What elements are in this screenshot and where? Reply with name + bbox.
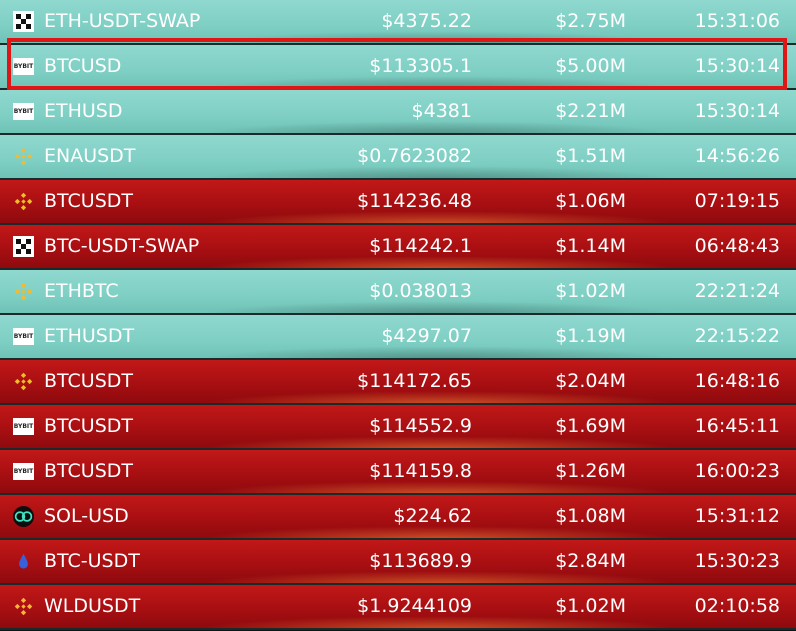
time-cell: 06:48:43: [694, 235, 780, 257]
symbol-cell: BTCUSDT: [44, 415, 133, 437]
volume-cell: $2.84M: [555, 550, 626, 572]
price-cell: $114236.48: [357, 190, 472, 212]
time-cell: 16:48:16: [694, 370, 780, 392]
price-cell: $114159.8: [369, 460, 472, 482]
binance-logo-icon: [13, 191, 34, 212]
binance-logo-icon: [13, 281, 34, 302]
table-row[interactable]: BTCUSDT $114172.65 $2.04M 16:48:16: [0, 360, 796, 405]
bybit-logo-icon: BYBIT: [13, 463, 34, 480]
symbol-cell: ETH-USDT-SWAP: [44, 10, 201, 32]
table-row[interactable]: WLDUSDT $1.9244109 $1.02M 02:10:58: [0, 585, 796, 630]
table-row[interactable]: BYBIT ETHUSDT $4297.07 $1.19M 22:15:22: [0, 315, 796, 360]
table-row[interactable]: BYBIT BTCUSDT $114159.8 $1.26M 16:00:23: [0, 450, 796, 495]
symbol-cell: WLDUSDT: [44, 595, 141, 617]
okx-logo-icon: [13, 11, 34, 32]
binance-logo-icon: [13, 146, 34, 167]
time-cell: 15:30:14: [694, 100, 780, 122]
time-cell: 15:31:12: [694, 505, 780, 527]
table-row[interactable]: BTC-USDT $113689.9 $2.84M 15:30:23: [0, 540, 796, 585]
price-cell: $1.9244109: [357, 595, 472, 617]
symbol-cell: BTCUSDT: [44, 190, 133, 212]
table-row[interactable]: BYBIT ETHUSD $4381 $2.21M 15:30:14: [0, 90, 796, 135]
price-cell: $114552.9: [369, 415, 472, 437]
volume-cell: $2.75M: [555, 10, 626, 32]
price-cell: $224.62: [393, 505, 472, 527]
volume-cell: $2.04M: [555, 370, 626, 392]
time-cell: 22:21:24: [694, 280, 780, 302]
symbol-cell: ENAUSDT: [44, 145, 136, 167]
symbol-cell: ETHUSDT: [44, 325, 135, 347]
symbol-cell: BTC-USDT: [44, 550, 140, 572]
time-cell: 07:19:15: [694, 190, 780, 212]
time-cell: 15:31:06: [694, 10, 780, 32]
volume-cell: $1.02M: [555, 280, 626, 302]
volume-cell: $1.26M: [555, 460, 626, 482]
time-cell: 15:30:23: [694, 550, 780, 572]
bybit-logo-icon: BYBIT: [13, 328, 34, 345]
table-row[interactable]: BTCUSDT $114236.48 $1.06M 07:19:15: [0, 180, 796, 225]
symbol-cell: BTCUSD: [44, 55, 122, 77]
table-row[interactable]: ENAUSDT $0.7623082 $1.51M 14:56:26: [0, 135, 796, 180]
price-cell: $113305.1: [369, 55, 472, 77]
time-cell: 16:45:11: [694, 415, 780, 437]
price-cell: $113689.9: [369, 550, 472, 572]
volume-cell: $1.51M: [555, 145, 626, 167]
volume-cell: $1.19M: [555, 325, 626, 347]
price-cell: $4381: [411, 100, 472, 122]
price-cell: $4375.22: [381, 10, 472, 32]
volume-cell: $5.00M: [555, 55, 626, 77]
volume-cell: $1.06M: [555, 190, 626, 212]
time-cell: 14:56:26: [694, 145, 780, 167]
volume-cell: $1.08M: [555, 505, 626, 527]
volume-cell: $1.69M: [555, 415, 626, 437]
table-row[interactable]: BTC-USDT-SWAP $114242.1 $1.14M 06:48:43: [0, 225, 796, 270]
time-cell: 02:10:58: [694, 595, 780, 617]
symbol-cell: BTC-USDT-SWAP: [44, 235, 200, 257]
drop-logo-icon: [13, 551, 34, 572]
price-cell: $0.7623082: [357, 145, 472, 167]
price-cell: $114172.65: [357, 370, 472, 392]
table-row[interactable]: ETHBTC $0.038013 $1.02M 22:21:24: [0, 270, 796, 315]
sol-logo-icon: [13, 506, 34, 527]
volume-cell: $1.14M: [555, 235, 626, 257]
symbol-cell: BTCUSDT: [44, 370, 133, 392]
table-row[interactable]: ETH-USDT-SWAP $4375.22 $2.75M 15:31:06: [0, 0, 796, 45]
price-cell: $114242.1: [369, 235, 472, 257]
time-cell: 16:00:23: [694, 460, 780, 482]
okx-logo-icon: [13, 236, 34, 257]
binance-logo-icon: [13, 371, 34, 392]
binance-logo-icon: [13, 596, 34, 617]
volume-cell: $2.21M: [555, 100, 626, 122]
volume-cell: $1.02M: [555, 595, 626, 617]
bybit-logo-icon: BYBIT: [13, 58, 34, 75]
table-row[interactable]: SOL-USD $224.62 $1.08M 15:31:12: [0, 495, 796, 540]
bybit-logo-icon: BYBIT: [13, 103, 34, 120]
symbol-cell: ETHUSD: [44, 100, 123, 122]
symbol-cell: BTCUSDT: [44, 460, 133, 482]
symbol-cell: SOL-USD: [44, 505, 129, 527]
time-cell: 15:30:14: [694, 55, 780, 77]
symbol-cell: ETHBTC: [44, 280, 119, 302]
table-row[interactable]: BYBIT BTCUSDT $114552.9 $1.69M 16:45:11: [0, 405, 796, 450]
price-cell: $0.038013: [369, 280, 472, 302]
table-row[interactable]: BYBIT BTCUSD $113305.1 $5.00M 15:30:14: [0, 45, 796, 90]
time-cell: 22:15:22: [694, 325, 780, 347]
price-cell: $4297.07: [381, 325, 472, 347]
bybit-logo-icon: BYBIT: [13, 418, 34, 435]
